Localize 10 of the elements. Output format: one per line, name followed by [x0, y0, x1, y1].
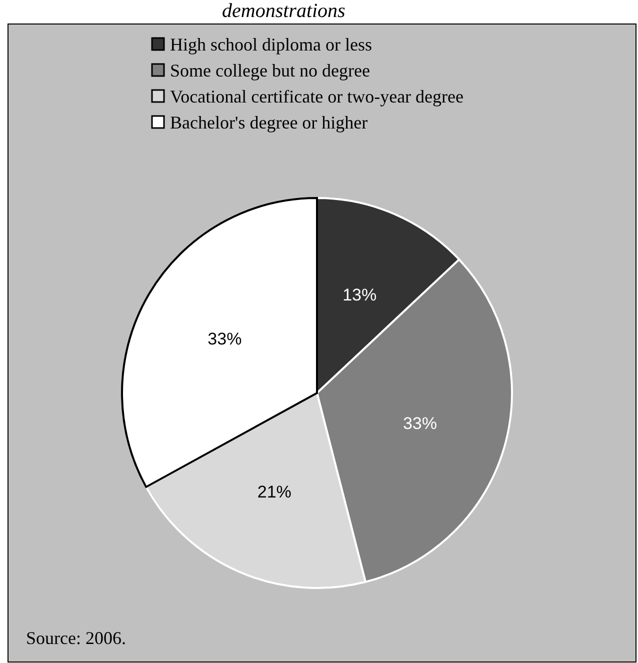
legend-label: High school diploma or less	[170, 34, 372, 54]
data-label: 13%	[342, 286, 377, 305]
legend-label: Bachelor's degree or higher	[170, 112, 368, 132]
legend-label: Some college but no degree	[170, 60, 370, 80]
data-label: 21%	[257, 482, 292, 502]
data-label: 33%	[402, 414, 438, 433]
source-note: Source: 2006.	[26, 628, 126, 648]
chart-title: demonstrations	[222, 0, 346, 22]
legend-label: Vocational certificate or two-year degree	[170, 86, 464, 106]
data-label: 33%	[208, 329, 242, 348]
